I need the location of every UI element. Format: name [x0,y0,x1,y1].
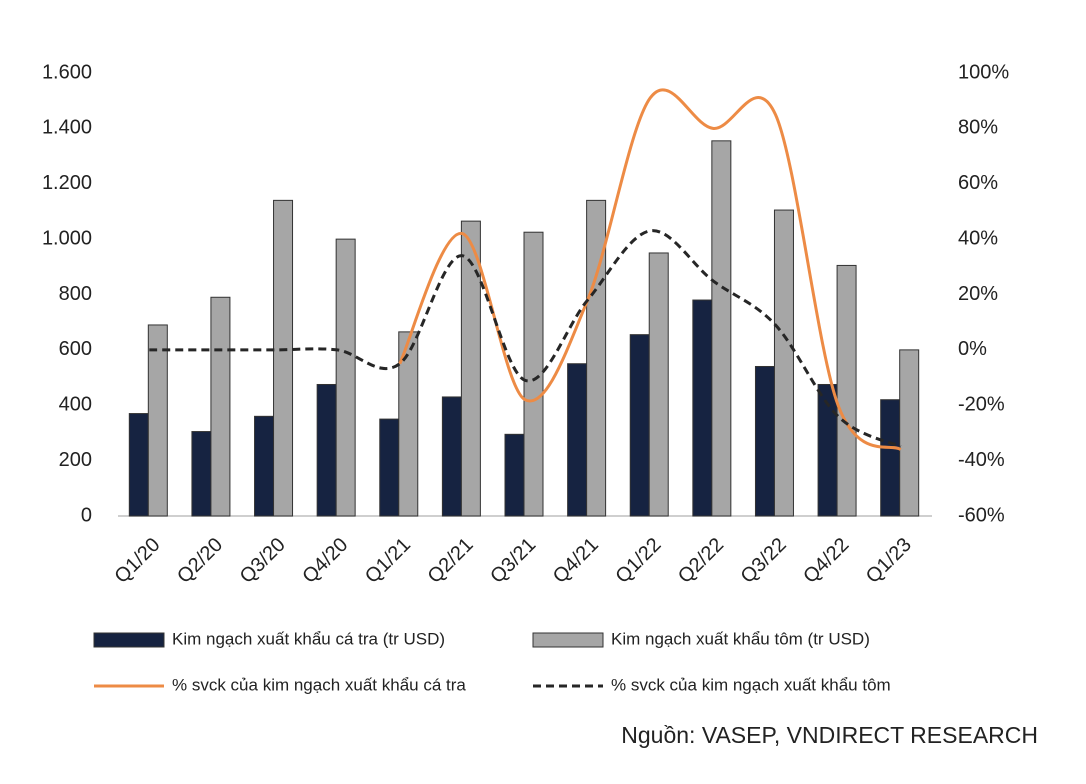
bar [441,396,462,517]
x-tick-label: Q2/21 [424,534,478,588]
bar [254,415,275,517]
bar [460,220,481,517]
y2-tick-label: -60% [958,504,1005,526]
bar [836,264,857,517]
x-tick-label: Q1/22 [611,534,665,588]
bar [567,363,588,517]
x-tick-label: Q4/22 [799,534,853,588]
legend-label: % svck của kim ngạch xuất khẩu tôm [611,675,891,694]
bar [504,433,525,517]
legend-label: Kim ngạch xuất khẩu tôm (tr USD) [611,629,870,648]
legend-swatch [93,632,165,648]
y-tick-label: 200 [59,449,92,471]
bar [191,431,212,517]
bar [899,349,920,517]
bar [629,334,650,517]
y-tick-label: 0 [81,504,92,526]
x-tick-label: Q2/22 [674,534,728,588]
x-tick-label: Q3/20 [236,534,290,588]
y-tick-label: 800 [59,283,92,305]
bar [147,324,168,517]
bar [398,331,419,517]
line [398,88,902,451]
bar [586,199,607,517]
x-tick-label: Q1/20 [110,534,164,588]
legend-label: Kim ngạch xuất khẩu cá tra (tr USD) [172,629,445,648]
bar [316,383,337,517]
x-tick-label: Q1/21 [361,534,415,588]
x-tick-label: Q3/22 [737,534,791,588]
y-tick-label: 1.600 [42,61,92,83]
bar [128,413,149,517]
y2-tick-label: 20% [958,283,998,305]
line [149,229,902,449]
legend-label: % svck của kim ngạch xuất khẩu cá tra [172,675,466,694]
y2-tick-label: 100% [958,61,1009,83]
bar [773,209,794,517]
x-tick-label: Q1/23 [862,534,916,588]
bar [711,140,732,517]
y2-tick-label: 40% [958,227,998,249]
y2-tick-label: -40% [958,449,1005,471]
bar [880,399,901,517]
x-tick-label: Q3/21 [486,534,540,588]
legend-swatch [532,632,604,648]
bar [692,299,713,517]
x-tick-label: Q4/20 [298,534,352,588]
y2-tick-label: 80% [958,117,998,139]
y-tick-label: 1.000 [42,227,92,249]
y2-tick-label: 0% [958,338,987,360]
bar [754,365,775,517]
y-tick-label: 600 [59,338,92,360]
bar [273,199,294,517]
y-tick-label: 1.400 [42,117,92,139]
y-tick-label: 400 [59,394,92,416]
y2-tick-label: -20% [958,394,1005,416]
x-tick-label: Q4/21 [549,534,603,588]
bar [210,296,231,517]
y2-tick-label: 60% [958,172,998,194]
bar [523,231,544,517]
bar [335,238,356,517]
y-tick-label: 1.200 [42,172,92,194]
bar [648,252,669,517]
bar [379,418,400,517]
source: Nguồn: VASEP, VNDIRECT RESEARCH [621,722,1038,748]
x-tick-label: Q2/20 [173,534,227,588]
